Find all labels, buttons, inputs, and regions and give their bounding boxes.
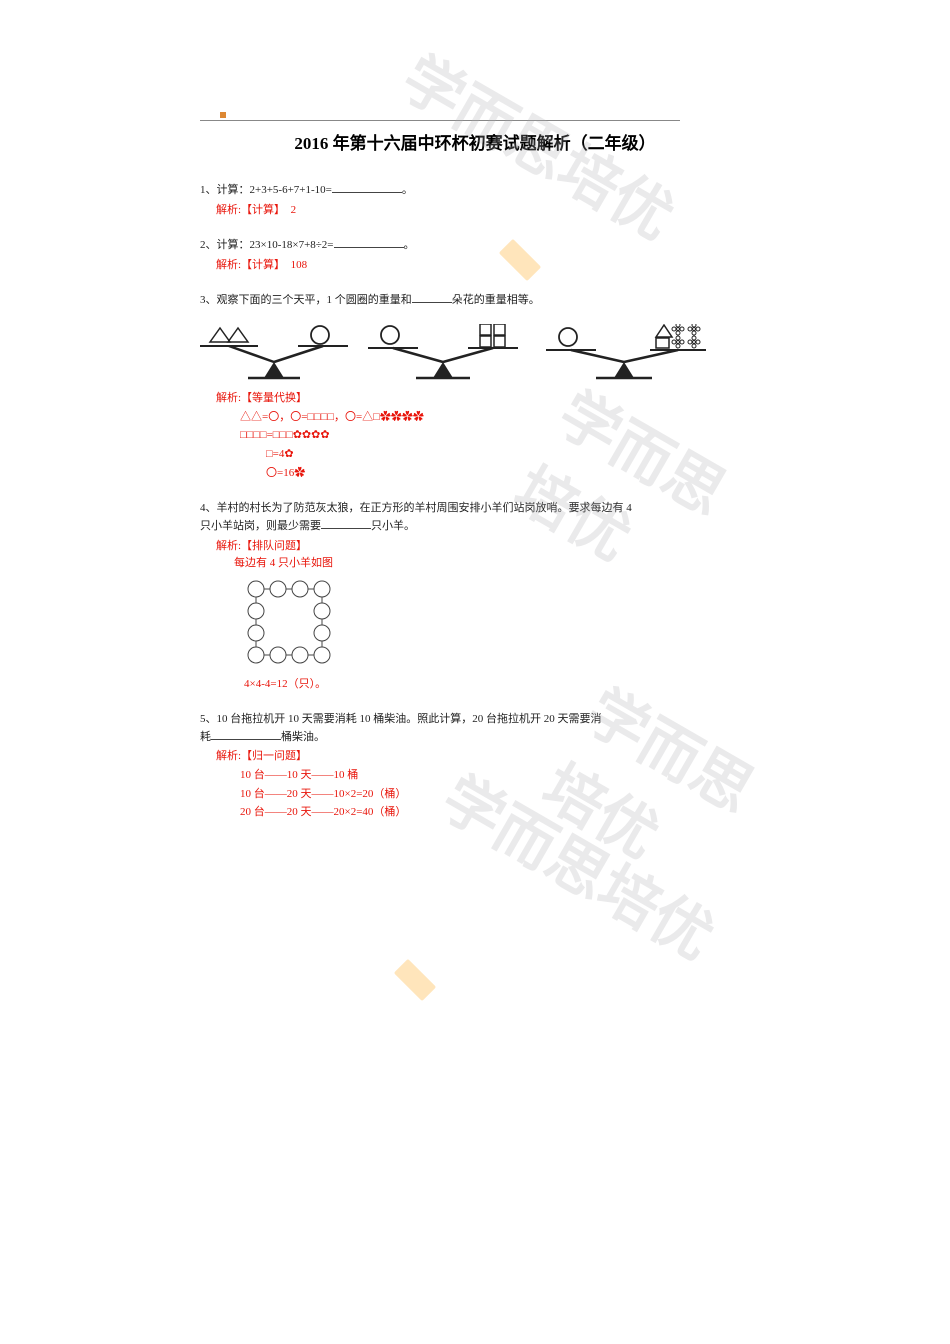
q5-line3: 20 台——20 天——20×2=40（桶）: [240, 803, 750, 822]
q1-answer: 解析:【计算】 2: [216, 202, 750, 220]
q2-prefix: 2、计算：: [200, 239, 250, 251]
q5-text-a: 5、10 台拖拉机开 10 天需要消耗 10 桶柴油。照此计算，20 台拖拉机开…: [200, 713, 602, 725]
flower-icon: ✿✿✿✿: [293, 429, 330, 441]
q5-answer-label: 解析:【归一问题】: [216, 748, 750, 766]
q2-ans-val: 108: [291, 259, 308, 271]
q1-suffix: 。: [402, 184, 413, 196]
page-title: 2016 年第十六届中环杯初赛试题解析（二年级）: [200, 129, 750, 154]
q4-formula: 4×4-4=12（只）。: [244, 676, 750, 694]
q3-l4-text: 〇=16: [266, 467, 294, 479]
q4-blank: [321, 518, 371, 529]
q4-text-c: 只小羊。: [371, 520, 415, 532]
q3-l2-text: □□□□=□□□: [240, 429, 293, 441]
q4-diagram: [244, 577, 750, 672]
q2-ans-label: 解析:【计算】: [216, 259, 285, 271]
q1-expr: 2+3+5-6+7+1-10=: [250, 184, 332, 196]
q2-answer: 解析:【计算】 108: [216, 257, 750, 275]
question-1: 1、计算：2+3+5-6+7+1-10= 。 解析:【计算】 2: [200, 182, 750, 219]
marker-dot: [220, 112, 226, 118]
q3-l3-text: □=4: [266, 448, 284, 460]
flower-icon: ✿: [294, 467, 305, 479]
q5-text-b: 耗: [200, 731, 211, 743]
q4-hint: 每边有 4 只小羊如图: [234, 555, 750, 573]
q3-l1-text: △△=〇，〇=□□□□，〇=△□: [240, 411, 380, 423]
q2-expr: 23×10-18×7+8÷2=: [250, 239, 334, 251]
q2-blank: [334, 237, 404, 248]
top-rule: [200, 120, 680, 121]
q3-blank: [412, 292, 452, 303]
q5-line2: 10 台——20 天——10×2=20（桶）: [240, 785, 750, 804]
q3-text-b: 朵花的重量相等。: [452, 294, 540, 306]
q4-text-b: 只小羊站岗，则最少需要: [200, 520, 321, 532]
q5-blank: [211, 729, 281, 740]
question-5: 5、10 台拖拉机开 10 天需要消耗 10 桶柴油。照此计算，20 台拖拉机开…: [200, 711, 750, 822]
question-3: 3、观察下面的三个天平，1 个圆圈的重量和 朵花的重量相等。: [200, 292, 750, 482]
q4-text-a: 4、羊村的村长为了防范灰太狼，在正方形的羊村周围安排小羊们站岗放哨。要求每边有 …: [200, 502, 632, 514]
q1-prefix: 1、计算：: [200, 184, 250, 196]
q1-text: 1、计算：2+3+5-6+7+1-10= 。: [200, 182, 750, 200]
q4-text: 4、羊村的村长为了防范灰太狼，在正方形的羊村周围安排小羊们站岗放哨。要求每边有 …: [200, 500, 750, 535]
balance-3: [546, 324, 716, 380]
q5-text: 5、10 台拖拉机开 10 天需要消耗 10 桶柴油。照此计算，20 台拖拉机开…: [200, 711, 750, 746]
flower-icon: ✿: [284, 448, 293, 460]
flower-icon: ✿✿✿✿: [380, 411, 424, 423]
q3-line4: 〇=16✿: [266, 464, 750, 483]
q3-answer-label: 解析:【等量代换】: [216, 390, 750, 408]
question-2: 2、计算：23×10-18×7+8÷2= 。 解析:【计算】 108: [200, 237, 750, 274]
q3-text-a: 3、观察下面的三个天平，1 个圆圈的重量和: [200, 294, 412, 306]
q2-suffix: 。: [404, 239, 415, 251]
q5-text-c: 桶柴油。: [281, 731, 325, 743]
balance-2: [368, 324, 528, 380]
balance-1: [200, 324, 350, 380]
question-4: 4、羊村的村长为了防范灰太狼，在正方形的羊村周围安排小羊们站岗放哨。要求每边有 …: [200, 500, 750, 693]
q5-line1: 10 台——10 天——10 桶: [240, 766, 750, 785]
exam-page: 学而思培优 学而思培优 学而思培优 学而思培优 2016 年第十六届中环杯初赛试…: [200, 120, 750, 822]
q4-answer-label: 解析:【排队问题】: [216, 538, 750, 556]
q3-line2: □□□□=□□□✿✿✿✿: [240, 426, 750, 445]
balance-diagrams: [200, 324, 750, 380]
q1-ans-val: 2: [291, 204, 297, 216]
q3-line1: △△=〇，〇=□□□□，〇=△□✿✿✿✿: [240, 408, 750, 427]
q3-line3: □=4✿: [266, 445, 750, 464]
q1-blank: [332, 182, 402, 193]
q2-text: 2、计算：23×10-18×7+8÷2= 。: [200, 237, 750, 255]
q3-text: 3、观察下面的三个天平，1 个圆圈的重量和 朵花的重量相等。: [200, 292, 750, 310]
watermark-accent: [394, 959, 436, 1001]
q1-ans-label: 解析:【计算】: [216, 204, 285, 216]
